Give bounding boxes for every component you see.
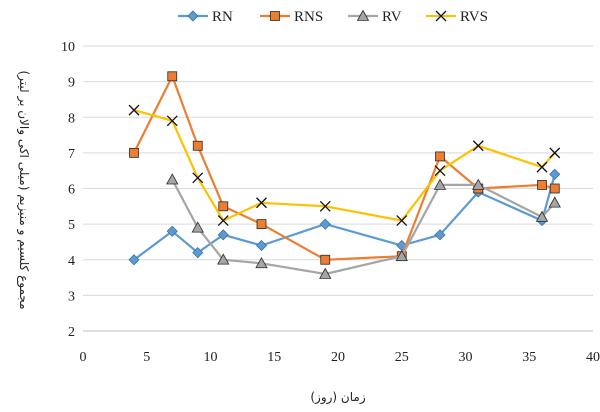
x-tick-label-3: 15 xyxy=(267,350,281,365)
y-tick-label-3: 5 xyxy=(68,218,75,233)
data-point-rns-7 xyxy=(435,151,445,162)
series-line-rvs xyxy=(133,109,556,222)
data-point-rv-5 xyxy=(395,249,408,261)
data-point-rns-5 xyxy=(320,254,331,265)
data-point-rv-2 xyxy=(217,253,230,265)
series-rn xyxy=(128,168,561,266)
series-lines xyxy=(128,71,561,279)
data-point-rvs-5 xyxy=(319,200,331,212)
data-point-rvs-0 xyxy=(128,104,140,116)
y-tick-label-5: 7 xyxy=(68,147,75,162)
y-tick-label-4: 6 xyxy=(68,183,75,198)
legend-label-rn: RN xyxy=(212,9,233,25)
x-tick-label-1: 5 xyxy=(143,350,150,365)
x-tick-label-4: 20 xyxy=(331,350,345,365)
data-point-rvs-8 xyxy=(472,140,484,152)
data-point-rn-0 xyxy=(128,254,140,266)
data-point-rvs-6 xyxy=(396,215,408,227)
legend-marker-rvs xyxy=(435,10,447,22)
data-point-rn-5 xyxy=(319,218,331,230)
y-tick-label-6: 8 xyxy=(68,111,75,126)
legend-label-rvs: RVS xyxy=(460,9,488,25)
gridlines xyxy=(83,45,593,332)
y-tick-label-0: 2 xyxy=(68,325,75,340)
data-point-rn-3 xyxy=(217,229,229,241)
legend-item-rns: RNS xyxy=(260,9,323,25)
x-axis-title: زمان (روز) xyxy=(310,390,365,405)
y-tick-label-7: 9 xyxy=(68,76,75,91)
data-point-rv-8 xyxy=(535,210,549,222)
legend-item-rn: RN xyxy=(178,9,233,25)
legend: RN RNS RV RVS xyxy=(178,9,488,25)
legend-item-rv: RV xyxy=(348,9,402,25)
x-tick-label-2: 10 xyxy=(204,350,218,365)
data-point-rns-4 xyxy=(256,219,267,230)
legend-item-rvs: RVS xyxy=(426,9,488,25)
data-point-rv-7 xyxy=(472,178,485,190)
legend-marker-rn xyxy=(187,10,199,22)
x-tick-label-6: 30 xyxy=(459,350,473,365)
series-rvs xyxy=(128,104,561,227)
data-point-rns-9 xyxy=(537,180,547,190)
data-point-rv-6 xyxy=(433,178,447,190)
data-point-rn-10 xyxy=(549,168,561,180)
data-point-rn-1 xyxy=(166,225,178,237)
data-point-rv-3 xyxy=(255,256,268,269)
data-point-rvs-2 xyxy=(192,172,204,184)
x-tick-label-0: 0 xyxy=(80,350,87,365)
data-point-rvs-7 xyxy=(434,165,446,177)
data-point-rvs-9 xyxy=(536,161,548,173)
data-point-rns-1 xyxy=(167,71,178,82)
y-tick-label-1: 3 xyxy=(68,289,75,304)
series-line-rv xyxy=(171,179,556,276)
data-point-rns-3 xyxy=(218,201,229,212)
data-point-rv-0 xyxy=(166,173,179,185)
data-point-rvs-1 xyxy=(166,115,178,127)
axes: 2 3 4 5 6 7 8 9 10 0 5 10 15 20 25 30 35 40 xyxy=(61,40,600,365)
data-point-rvs-10 xyxy=(549,147,561,159)
data-point-rvs-4 xyxy=(256,197,267,209)
legend-marker-rv xyxy=(356,9,370,21)
data-point-rns-10 xyxy=(549,183,560,194)
data-point-rvs-3 xyxy=(217,215,229,227)
data-point-rv-4 xyxy=(319,267,332,279)
data-point-rn-7 xyxy=(434,229,446,241)
data-point-rv-1 xyxy=(191,221,204,233)
y-tick-label-2: 4 xyxy=(68,254,75,269)
legend-label-rns: RNS xyxy=(294,9,323,25)
data-point-rn-4 xyxy=(255,239,268,252)
data-point-rns-0 xyxy=(129,147,139,158)
legend-marker-rns xyxy=(270,11,280,21)
legend-label-rv: RV xyxy=(382,9,402,25)
series-rv xyxy=(166,173,561,279)
y-axis-title: مجموع کلسیم و منیزیم (میلی اکی والان بر … xyxy=(16,70,31,309)
x-tick-label-7: 35 xyxy=(522,350,536,365)
data-point-rv-9 xyxy=(548,196,561,208)
y-tick-label-8: 10 xyxy=(61,40,75,55)
x-tick-label-8: 40 xyxy=(586,350,600,365)
data-point-rns-2 xyxy=(192,140,203,151)
data-point-rn-2 xyxy=(192,247,204,259)
x-tick-label-5: 25 xyxy=(395,350,409,365)
